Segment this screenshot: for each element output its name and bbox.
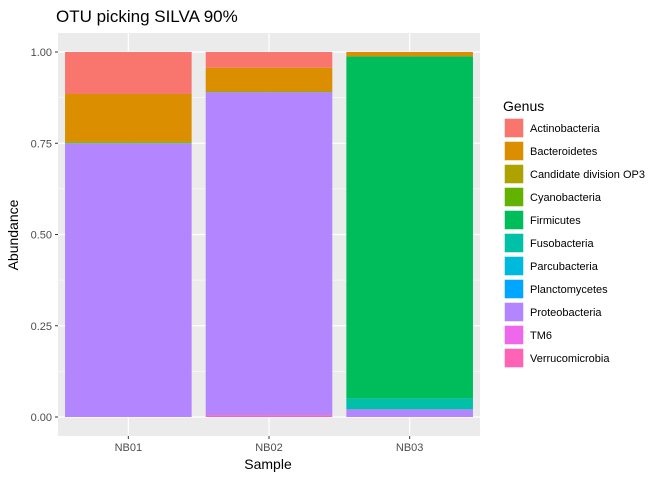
legend: Actinobacteria Bacteroidetes Candidate div… <box>504 118 645 368</box>
legend-label: Cyanobacteria <box>530 192 602 204</box>
x-tick-label: NB01 <box>115 442 143 454</box>
legend-swatch <box>504 256 524 276</box>
bar-segment-nb03-fusobacteria <box>346 398 473 410</box>
legend-label: Candidate division OP3 <box>530 169 645 181</box>
legend-label: Actinobacteria <box>530 123 601 135</box>
bar-segment-nb01-bacteroidetes <box>65 93 192 142</box>
x-axis-title: Sample <box>244 456 292 472</box>
y-axis-title: Abundance <box>5 199 21 270</box>
legend-label: Fusobacteria <box>530 238 594 250</box>
legend-swatch <box>504 233 524 253</box>
bar-segment-nb01-proteobacteria <box>65 143 192 417</box>
bar-segment-nb01-cyanobacteria <box>65 142 192 144</box>
legend-label: Planctomycetes <box>530 284 608 296</box>
legend-swatch <box>504 164 524 184</box>
legend-title: Genus <box>503 98 544 114</box>
bar-segment-nb02-bacteroidetes <box>205 67 333 92</box>
bar-segment-nb02-verrucomicrobia <box>205 415 333 417</box>
bar-segment-nb03-bacteroidetes <box>346 52 473 57</box>
x-tick-label: NB02 <box>255 442 283 454</box>
legend-swatch <box>504 302 524 322</box>
legend-swatch <box>504 187 524 207</box>
bar-segment-nb03-firmicutes <box>346 56 473 399</box>
bar-segment-nb01-actinobacteria <box>65 52 192 94</box>
x-axis: NB01 NB02 NB03 <box>115 436 424 454</box>
y-axis: 0.00 0.25 0.50 0.75 1.00 <box>31 47 58 424</box>
y-tick-label: 0.75 <box>31 138 52 150</box>
chart-title: OTU picking SILVA 90% <box>56 7 238 26</box>
bar-segment-nb01-candidate-division-op3 <box>65 141 192 143</box>
y-tick-label: 1.00 <box>31 47 52 59</box>
bar-segment-nb03-proteobacteria <box>346 409 473 417</box>
bar-segment-nb02-actinobacteria <box>205 52 333 68</box>
y-tick-label: 0.25 <box>31 321 52 333</box>
bars <box>65 52 473 417</box>
legend-label: Proteobacteria <box>530 307 602 319</box>
legend-swatch <box>504 118 524 138</box>
legend-swatch <box>504 325 524 345</box>
y-tick-label: 0.50 <box>31 230 52 242</box>
legend-swatch <box>504 348 524 368</box>
legend-swatch <box>504 141 524 161</box>
x-tick-label: NB03 <box>396 442 424 454</box>
bar-segment-nb02-proteobacteria <box>205 92 333 416</box>
legend-swatch <box>504 279 524 299</box>
y-tick-label: 0.00 <box>31 412 52 424</box>
legend-swatch <box>504 210 524 230</box>
legend-label: Bacteroidetes <box>530 146 598 158</box>
legend-label: Firmicutes <box>530 215 581 227</box>
legend-label: Verrucomicrobia <box>530 353 610 365</box>
legend-label: TM6 <box>530 330 552 342</box>
legend-label: Parcubacteria <box>530 261 599 273</box>
bar-segment-nb02-cyanobacteria <box>205 91 333 93</box>
